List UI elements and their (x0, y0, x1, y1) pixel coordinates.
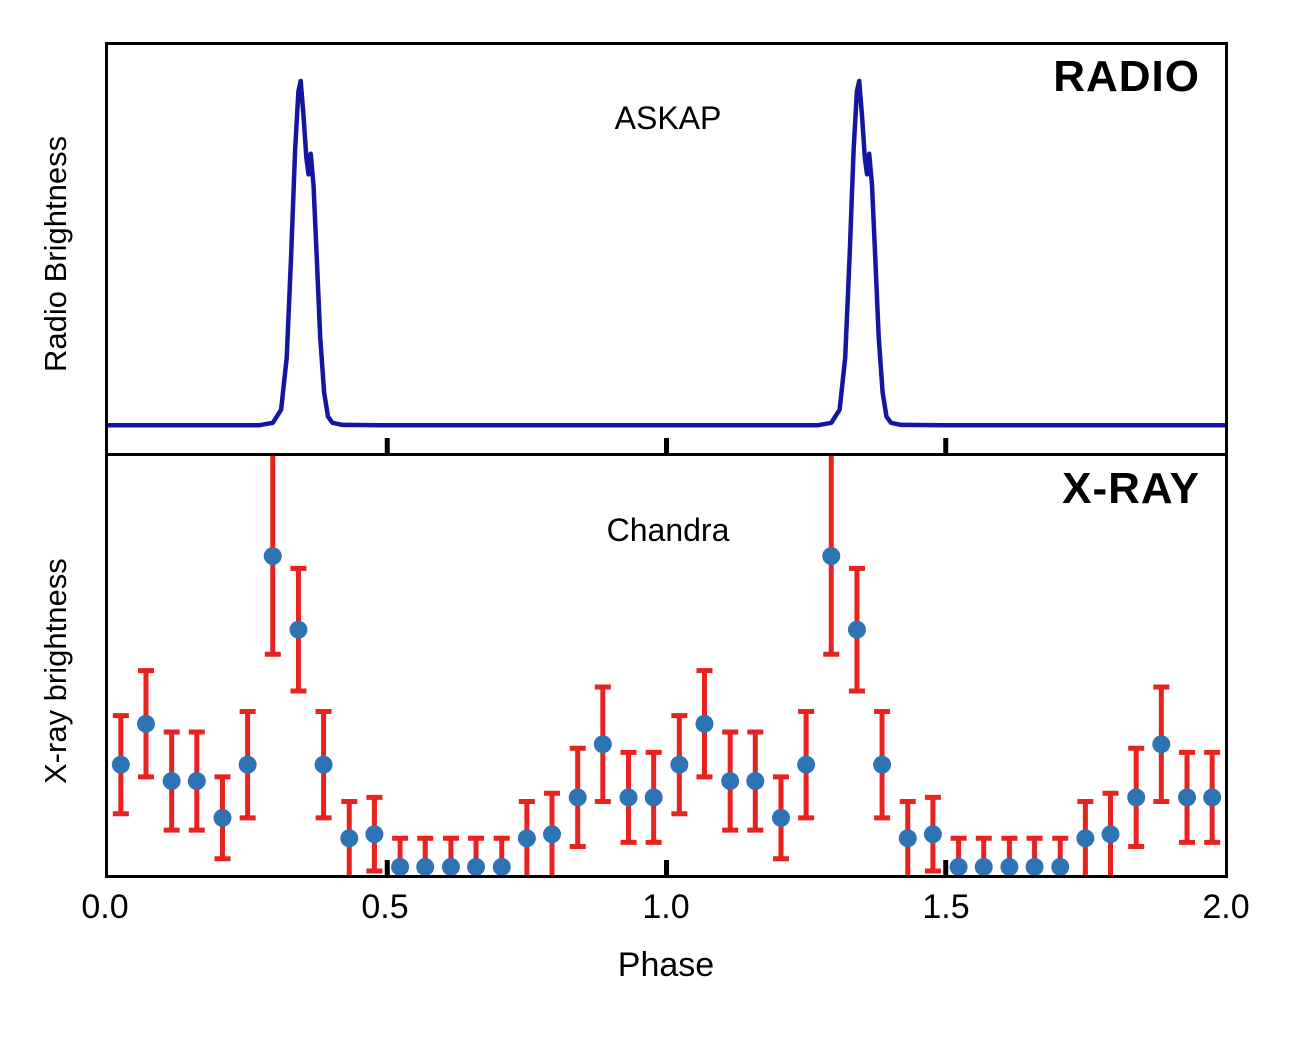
xray-scatter-plot (111, 456, 1222, 875)
x-axis-label: Phase (617, 946, 715, 984)
x-tick-label-4: 2.0 (1202, 888, 1250, 926)
radio-panel (105, 42, 1228, 456)
radio-panel-title: RADIO (1053, 52, 1200, 101)
x-tick-label-3: 1.5 (922, 888, 970, 926)
radio-line-plot (108, 78, 1225, 453)
x-tick-label-0: 0.0 (81, 888, 129, 926)
xray-panel (105, 453, 1228, 878)
x-tick-label-2: 1.0 (642, 888, 690, 926)
xray-y-axis-label: X-ray brightness (38, 558, 73, 784)
radio-y-axis-label: Radio Brightness (38, 135, 73, 372)
xray-panel-title: X-RAY (1062, 464, 1200, 513)
radio-instrument-label: ASKAP (614, 100, 722, 136)
x-tick-label-1: 0.5 (361, 888, 409, 926)
xray-instrument-label: Chandra (606, 512, 730, 548)
